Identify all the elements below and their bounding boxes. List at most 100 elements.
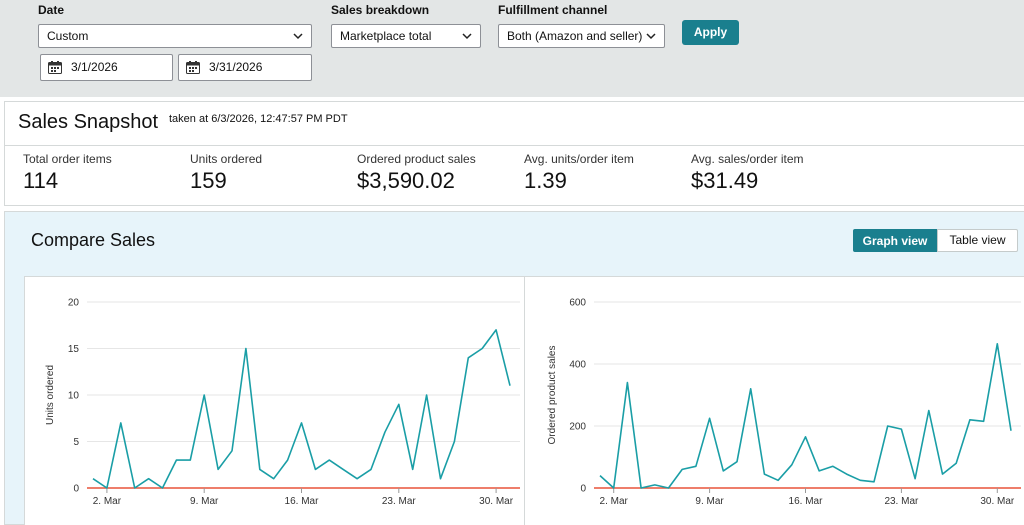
data-point[interactable] bbox=[326, 457, 332, 463]
data-point[interactable] bbox=[844, 471, 850, 477]
metric-label: Ordered product sales bbox=[357, 152, 476, 166]
data-point[interactable] bbox=[830, 463, 836, 469]
metric-avg-units-per-order-item: Avg. units/order item 1.39 bbox=[524, 152, 634, 194]
sales-breakdown-value: Marketplace total bbox=[340, 29, 432, 43]
data-point[interactable] bbox=[507, 383, 513, 389]
data-point[interactable] bbox=[707, 415, 713, 421]
data-point[interactable] bbox=[368, 466, 374, 472]
data-point[interactable] bbox=[994, 341, 1000, 347]
data-point[interactable] bbox=[624, 380, 630, 386]
data-point[interactable] bbox=[424, 392, 430, 398]
y-tick-label: 15 bbox=[68, 344, 80, 355]
data-point[interactable] bbox=[465, 355, 471, 361]
data-point[interactable] bbox=[90, 476, 96, 482]
snapshot-timestamp: taken at 6/3/2026, 12:47:57 PM PDT bbox=[169, 113, 348, 125]
data-point[interactable] bbox=[187, 457, 193, 463]
x-tick-label: 9. Mar bbox=[190, 496, 219, 507]
data-point[interactable] bbox=[871, 479, 877, 485]
metric-value: 1.39 bbox=[524, 168, 567, 193]
compare-sales-title: Compare Sales bbox=[31, 230, 156, 250]
fulfillment-channel-select[interactable]: Both (Amazon and seller) bbox=[498, 24, 665, 48]
data-point[interactable] bbox=[775, 477, 781, 483]
y-tick-label: 0 bbox=[580, 484, 586, 495]
data-point[interactable] bbox=[885, 423, 891, 429]
data-point[interactable] bbox=[981, 418, 987, 424]
data-point[interactable] bbox=[940, 471, 946, 477]
units-ordered-chart: 0 5 10 15 20 Units ordered 2. Mar 9. Mar 16. Mar… bbox=[45, 298, 520, 507]
data-point[interactable] bbox=[803, 434, 809, 440]
data-point[interactable] bbox=[132, 485, 138, 491]
data-point[interactable] bbox=[967, 417, 973, 423]
data-point[interactable] bbox=[146, 476, 152, 482]
apply-button[interactable]: Apply bbox=[682, 20, 739, 45]
data-point[interactable] bbox=[1008, 428, 1014, 434]
data-point[interactable] bbox=[953, 460, 959, 466]
data-point[interactable] bbox=[396, 401, 402, 407]
metric-value: $31.49 bbox=[691, 168, 759, 193]
data-point[interactable] bbox=[479, 346, 485, 352]
snapshot-metrics: Total order items 114 Units ordered 159 … bbox=[4, 146, 1024, 206]
data-point[interactable] bbox=[638, 485, 644, 491]
data-point[interactable] bbox=[898, 426, 904, 432]
metric-avg-sales-per-order-item: Avg. sales/order item $31.49 bbox=[691, 152, 804, 194]
x-tick-label: 23. Mar bbox=[884, 496, 919, 507]
series-line[interactable] bbox=[599, 343, 1012, 489]
data-point[interactable] bbox=[679, 466, 685, 472]
end-date-value: 3/31/2026 bbox=[209, 60, 263, 74]
data-point[interactable] bbox=[410, 466, 416, 472]
data-point[interactable] bbox=[748, 386, 754, 392]
y-axis-label: Ordered product sales bbox=[547, 346, 558, 445]
y-tick-label: 5 bbox=[73, 437, 79, 448]
data-point[interactable] bbox=[104, 485, 110, 491]
y-tick-label: 200 bbox=[569, 422, 586, 433]
data-point[interactable] bbox=[285, 457, 291, 463]
calendar-icon[interactable] bbox=[48, 61, 62, 74]
metric-value: 114 bbox=[23, 168, 59, 193]
data-point[interactable] bbox=[160, 485, 166, 491]
data-point[interactable] bbox=[720, 468, 726, 474]
data-point[interactable] bbox=[173, 457, 179, 463]
end-date-field[interactable]: 3/31/2026 bbox=[178, 54, 312, 81]
data-point[interactable] bbox=[652, 482, 658, 488]
data-point[interactable] bbox=[382, 429, 388, 435]
data-point[interactable] bbox=[243, 346, 249, 352]
chevron-down-icon bbox=[646, 25, 656, 40]
data-point[interactable] bbox=[451, 439, 457, 445]
data-point[interactable] bbox=[611, 485, 617, 491]
data-point[interactable] bbox=[299, 420, 305, 426]
data-point[interactable] bbox=[816, 468, 822, 474]
ordered-product-sales-chart: 0 200 400 600 Ordered product sales 2. Mar 9. … bbox=[547, 298, 1021, 507]
x-tick-label: 16. Mar bbox=[789, 496, 824, 507]
data-point[interactable] bbox=[857, 477, 863, 483]
data-point[interactable] bbox=[340, 466, 346, 472]
compare-sales-section: Compare Sales Graph view Table view 0 5 10… bbox=[4, 211, 1024, 525]
data-point[interactable] bbox=[597, 473, 603, 479]
data-point[interactable] bbox=[493, 327, 499, 333]
data-point[interactable] bbox=[734, 459, 740, 465]
data-point[interactable] bbox=[693, 463, 699, 469]
graph-view-button[interactable]: Graph view bbox=[853, 229, 937, 252]
data-point[interactable] bbox=[215, 466, 221, 472]
table-view-button[interactable]: Table view bbox=[937, 229, 1018, 252]
filter-bar: Date Custom 3/1/2026 3/31/2026 Sales bre… bbox=[0, 0, 1024, 97]
calendar-icon[interactable] bbox=[186, 61, 200, 74]
data-point[interactable] bbox=[789, 462, 795, 468]
data-point[interactable] bbox=[312, 466, 318, 472]
data-point[interactable] bbox=[257, 466, 263, 472]
data-point[interactable] bbox=[438, 476, 444, 482]
data-point[interactable] bbox=[926, 408, 932, 414]
data-point[interactable] bbox=[354, 476, 360, 482]
data-point[interactable] bbox=[761, 471, 767, 477]
sales-breakdown-select[interactable]: Marketplace total bbox=[331, 24, 481, 48]
start-date-field[interactable]: 3/1/2026 bbox=[40, 54, 173, 81]
metric-ordered-product-sales: Ordered product sales $3,590.02 bbox=[357, 152, 476, 194]
series-line[interactable] bbox=[92, 329, 511, 489]
date-range-select[interactable]: Custom bbox=[38, 24, 312, 48]
data-point[interactable] bbox=[201, 392, 207, 398]
data-point[interactable] bbox=[118, 420, 124, 426]
data-point[interactable] bbox=[666, 485, 672, 491]
data-point[interactable] bbox=[912, 476, 918, 482]
data-point[interactable] bbox=[271, 476, 277, 482]
date-label: Date bbox=[38, 3, 65, 17]
data-point[interactable] bbox=[229, 448, 235, 454]
